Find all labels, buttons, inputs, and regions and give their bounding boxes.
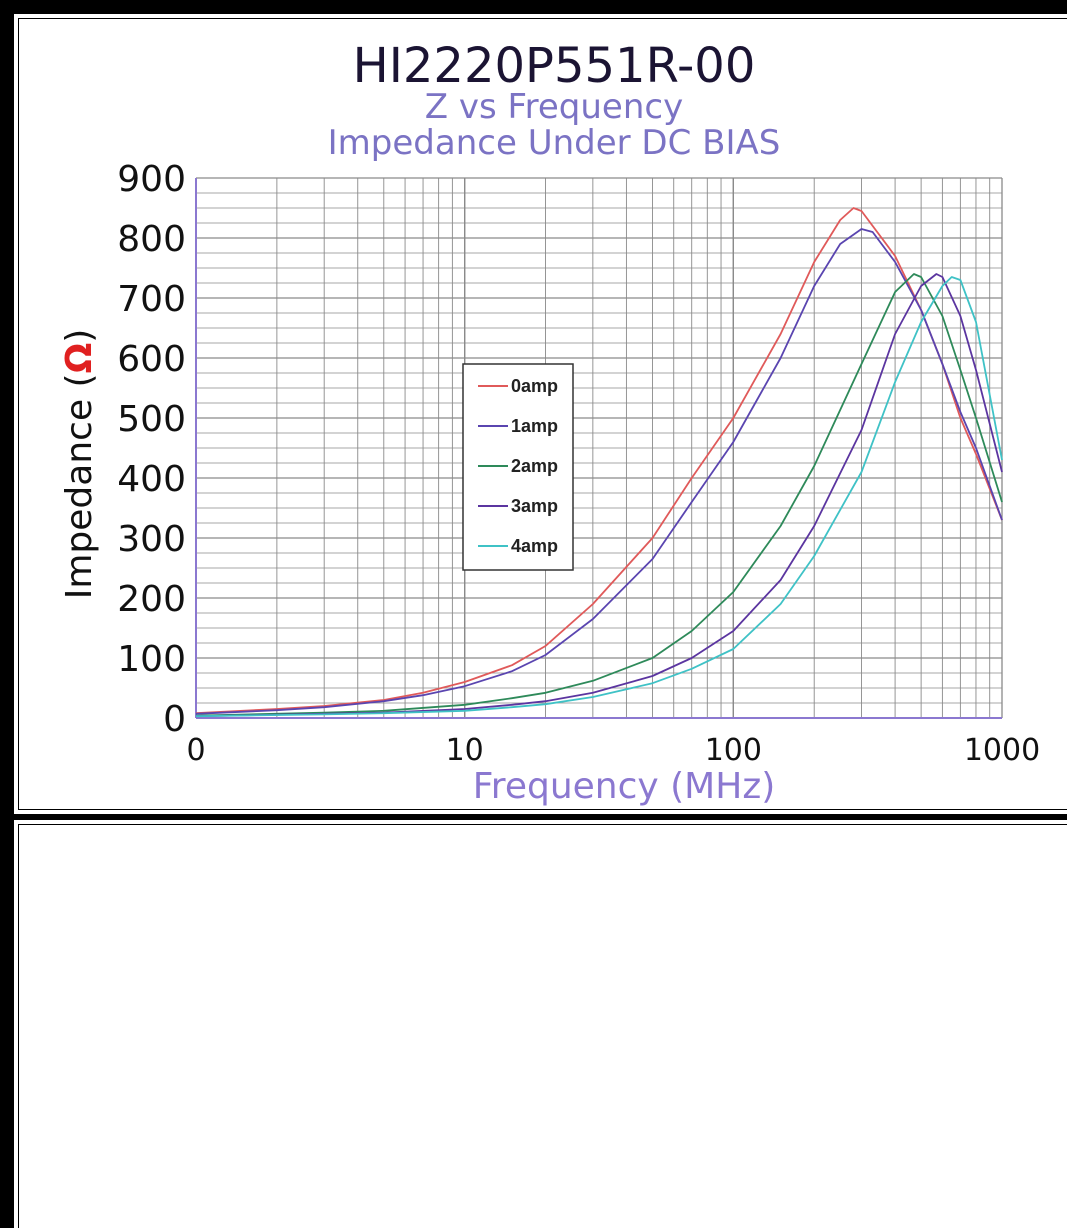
chart-cell: HI2220P551R-00 Z vs Frequency Impedance … <box>14 14 1067 814</box>
x-tick-labels: 0 10 100 1000 <box>186 733 1040 768</box>
y-axis-label-suffix: ) <box>59 329 100 343</box>
chart-grid <box>195 177 1003 719</box>
empty-cell <box>14 820 1067 1228</box>
y-tick-label: 700 <box>117 279 186 320</box>
chart-cell-border <box>18 18 1067 810</box>
legend-label: 2amp <box>511 456 558 476</box>
y-tick-label: 400 <box>117 459 186 500</box>
y-tick-label: 900 <box>117 159 186 200</box>
legend-label: 0amp <box>511 376 558 396</box>
chart-title: HI2220P551R-00 <box>353 38 756 94</box>
x-tick-label: 1000 <box>964 733 1040 768</box>
series-line-3amp <box>195 273 1003 718</box>
chart-series <box>195 207 1003 718</box>
y-tick-label: 500 <box>117 399 186 440</box>
y-tick-labels: 0 100 200 300 400 500 600 700 800 900 <box>117 159 186 740</box>
x-tick-label: 10 <box>446 733 484 768</box>
chart-legend: 0amp 1amp 2amp 3amp 4amp <box>462 363 574 571</box>
x-axis-label: Frequency (MHz) <box>473 766 776 807</box>
y-axis-label-prefix: Impedance ( <box>59 373 100 599</box>
chart-axes <box>195 178 1002 719</box>
legend-label: 4amp <box>511 536 558 556</box>
y-tick-label: 600 <box>117 339 186 380</box>
legend-label: 3amp <box>511 496 558 516</box>
ohm-symbol: Ω <box>59 343 100 374</box>
empty-cell-border <box>18 824 1067 1228</box>
y-axis-label: Impedance (Ω) <box>59 329 100 600</box>
impedance-chart: HI2220P551R-00 Z vs Frequency Impedance … <box>59 38 1040 807</box>
series-line-4amp <box>195 276 1003 718</box>
y-tick-label: 200 <box>117 579 186 620</box>
chart-subtitle-2: Impedance Under DC BIAS <box>328 123 781 163</box>
series-line-1amp <box>195 228 1003 715</box>
y-tick-label: 300 <box>117 519 186 560</box>
y-tick-label: 800 <box>117 219 186 260</box>
y-tick-label: 0 <box>163 699 186 740</box>
legend-label: 1amp <box>511 416 558 436</box>
x-tick-label: 100 <box>705 733 762 768</box>
x-tick-label: 0 <box>186 733 205 768</box>
y-tick-label: 100 <box>117 639 186 680</box>
series-line-2amp <box>195 273 1003 717</box>
chart-subtitle-1: Z vs Frequency <box>425 87 683 127</box>
